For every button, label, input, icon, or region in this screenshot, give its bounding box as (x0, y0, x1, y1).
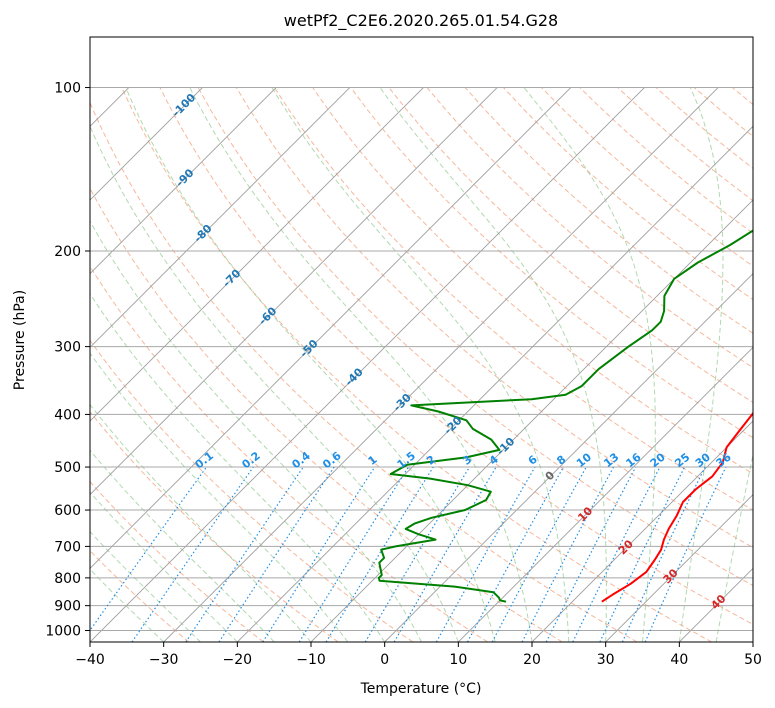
dry-adiabat (197, 87, 753, 587)
y-tick-label: 800 (54, 571, 81, 587)
y-tick-label: 600 (54, 503, 81, 519)
axes: −40 −30 −20 −10 0 10 20 30 40 50 100 200 300 400 500 60… (45, 81, 762, 668)
y-tick-label: 1000 (45, 623, 81, 639)
isotherm-line (90, 87, 424, 422)
mixing-ratio-line (262, 466, 376, 642)
y-tick-label: 500 (54, 460, 81, 476)
plot-area (90, 87, 753, 642)
y-axis-title: Pressure (hPa) (12, 290, 28, 390)
moist-adiabat (189, 87, 533, 642)
dry-adiabat (273, 87, 753, 511)
moist-adiabat (90, 125, 459, 642)
y-tick-label: 100 (54, 81, 81, 97)
x-axis-title: Temperature (°C) (360, 681, 482, 697)
isotherm-line (384, 273, 753, 642)
mixing-ratio-line (466, 466, 565, 642)
dry-adiabat (90, 411, 339, 642)
mixing-ratio-line (435, 466, 536, 642)
isotherm-line (90, 87, 572, 569)
isotherm-line (237, 125, 753, 642)
x-tick-label: −20 (223, 652, 253, 668)
moist-adiabat (90, 352, 349, 642)
mixing-ratio-line (298, 466, 410, 642)
mixing-ratio-line (491, 466, 587, 642)
dry-adiabat (90, 265, 488, 642)
isotherm-line (163, 87, 719, 642)
dry-adiabat (426, 87, 753, 369)
x-tick-label: −40 (75, 652, 105, 668)
isotherm-line (605, 494, 753, 642)
x-tick-label: −10 (296, 652, 326, 668)
mixing-ratio-line (325, 466, 434, 642)
mixing-ratio-line (521, 466, 615, 642)
x-tick-label: −30 (149, 652, 179, 668)
isotherm-line (90, 87, 498, 496)
mixing-ratio-line (131, 466, 254, 642)
dry-adiabat (235, 87, 753, 549)
y-tick-label: 900 (54, 599, 81, 615)
isotherm-line (90, 87, 203, 201)
isotherm-line (90, 87, 351, 348)
chart-title: wetPf2_C2E6.2020.265.01.54.G28 (284, 11, 558, 31)
x-tick-label: 40 (670, 652, 688, 668)
dry-adiabat (90, 101, 638, 642)
isotherm-line (531, 420, 753, 642)
isotherm-line (458, 346, 753, 642)
isotherm-line (310, 199, 753, 642)
moist-adiabat (715, 452, 753, 642)
isotherm-line (90, 87, 277, 275)
moist-adiabat (125, 87, 496, 642)
mixing-ratio-line (644, 466, 727, 642)
moist-adiabat (90, 292, 386, 642)
y-tick-label: 400 (54, 407, 81, 423)
mixing-ratio-line (364, 466, 471, 642)
dry-adiabat (388, 87, 753, 403)
x-tick-label: 50 (744, 652, 762, 668)
dry-adiabat (90, 480, 264, 642)
dry-adiabat (90, 550, 190, 642)
x-tick-label: 20 (523, 652, 541, 668)
temperature-profile (601, 411, 753, 603)
dry-adiabat (312, 87, 753, 475)
moist-adiabat (379, 87, 607, 642)
x-tick-label: 0 (380, 652, 389, 668)
x-tick-label: 10 (449, 652, 467, 668)
dry-adiabat (159, 87, 753, 625)
isotherm-line (90, 87, 645, 642)
dewpoint-profile (377, 229, 753, 603)
mixing-ratio-line (218, 466, 335, 642)
plot-frame (89, 36, 754, 643)
dry-adiabat (90, 187, 563, 642)
y-tick-label: 700 (54, 539, 81, 555)
y-tick-label: 200 (54, 244, 81, 260)
x-tick-label: 30 (597, 652, 615, 668)
moist-adiabat (523, 87, 656, 642)
dry-adiabat (90, 339, 414, 642)
moist-adiabat (90, 220, 422, 642)
mixing-ratio-line (621, 466, 706, 642)
y-tick-label: 300 (54, 340, 81, 356)
